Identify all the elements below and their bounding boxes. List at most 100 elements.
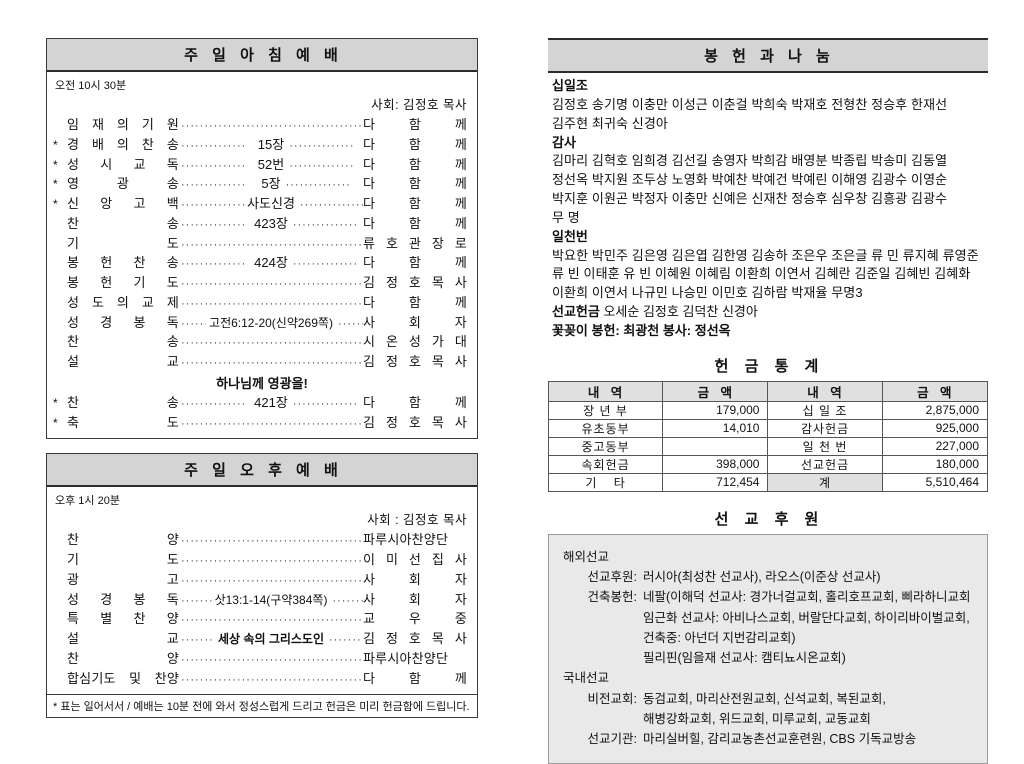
order-performer-token: 께 <box>454 255 467 271</box>
mission-entry: 선교후원: 러시아(최성찬 선교사), 라오스(이준상 선교사) <box>563 567 977 587</box>
order-performer-token: 다 <box>363 196 376 211</box>
order-row: 임 재 의 기 원 ···································… <box>53 115 471 135</box>
stats-value-left: 398,000 <box>662 454 769 474</box>
order-performer-token: 호 <box>408 414 422 430</box>
order-detail: 사도신경 <box>247 196 295 211</box>
order-performer-token: 다 <box>363 670 376 686</box>
offering-title: 봉 헌 과 나 눔 <box>548 38 988 73</box>
mission-entry-continuation: 해병강화교회, 위드교회, 미루교회, 교동교회 <box>643 711 871 726</box>
leader-dots: ········································… <box>181 653 363 666</box>
order-row: 합심기도 및 찬양 ·································… <box>53 669 471 689</box>
leader-dots: ·············· <box>292 218 359 231</box>
order-performer-token: 목 <box>431 354 445 369</box>
order-performer-token: 자 <box>454 591 467 607</box>
order-performer-token: 께 <box>454 156 467 172</box>
offering-names-line: 정선옥 박지원 조두상 노영화 박예찬 박예건 박예린 이해영 김광수 이영순 <box>552 172 948 188</box>
mission-offering-label: 선교헌금 <box>552 304 600 320</box>
mission-entry-key: 비전교회: <box>587 691 637 706</box>
leader-dots: ·············· <box>285 179 351 192</box>
order-performer-token: 장 <box>431 235 445 251</box>
order-performer-token: 자 <box>454 571 467 587</box>
order-performer-token: 다 <box>363 136 376 152</box>
order-performer-token: 이 <box>363 552 376 567</box>
morning-order-list: 임 재 의 기 원 ···································… <box>53 115 471 372</box>
standing-marker: * <box>53 157 58 172</box>
order-performer-token: 김 <box>363 631 376 646</box>
order-row: * 경 배 의 찬 송 ·············· 15장 ·············· 다 함 께 <box>53 135 471 155</box>
mission-entry-key: 건축봉헌: <box>587 590 637 605</box>
offering-section: 봉 헌 과 나 눔 십일조 김정호 송기명 이충만 이성근 이춘걸 박희숙 박재호… <box>548 38 988 343</box>
order-row: 찬 양 ······································… <box>53 649 471 669</box>
order-item-token: 별 <box>100 611 113 627</box>
mission-entry: 비전교회: 동검교회, 마리산전원교회, 신석교회, 복된교회, <box>563 689 977 709</box>
order-item-token: 양 <box>166 650 179 666</box>
order-item-token: 영 <box>67 176 80 192</box>
order-item-token: 설 <box>67 631 80 646</box>
order-item-token: 및 <box>129 670 142 686</box>
order-row: 봉 헌 기 도 ····································… <box>53 273 471 293</box>
order-item-token: 재 <box>91 117 105 132</box>
stats-value-right: 5,510,464 <box>881 472 989 492</box>
order-performer-token: 온 <box>385 334 399 350</box>
left-column: 주 일 아 침 예 배 오전 10시 30분 사회: 김정호 목사 임 재 의 기 원 ·… <box>46 38 478 719</box>
order-row: * 찬 송 ·············· 421장 ·············· 다 함 께 <box>53 393 471 413</box>
leader-dots: ········································… <box>181 337 363 350</box>
order-performer-token: 사 <box>454 552 467 567</box>
stats-value-right: 180,000 <box>881 454 989 474</box>
order-item-token: 경 <box>100 591 113 607</box>
order-detail: 423장 <box>254 215 288 231</box>
mission-entry: 선교기관: 마리실버힐, 감리교농촌선교훈련원, CBS 기독교방송 <box>563 729 977 749</box>
order-item-token: 봉 <box>133 314 146 330</box>
standing-marker: * <box>53 415 58 430</box>
order-performer-token: 가 <box>431 334 445 350</box>
mission-entry-continuation: 필리핀(임을재 선교사: 캠티뇨시온교회) <box>643 651 846 666</box>
order-performer-token: 호 <box>385 235 399 251</box>
order-item-token: 의 <box>116 294 130 310</box>
leader-dots: ·············· <box>181 317 206 330</box>
order-item-token: 찬 <box>133 611 146 627</box>
order-performer-token: 함 <box>408 176 422 192</box>
order-performer-token: 사 <box>454 414 467 430</box>
table-body: 장 년 부 179,000 십 일 조 2,875,000 유초동부 14,010 감사헌금… <box>547 400 989 492</box>
table-column-header: 금 액 <box>881 380 989 402</box>
order-row: 찬 송 ······································… <box>53 332 471 352</box>
stats-value-right: 925,000 <box>881 418 989 438</box>
order-item-token: 찬양 <box>154 670 179 686</box>
order-performer-token: 목 <box>431 631 445 646</box>
overseas-mission-label: 해외선교 <box>563 549 610 564</box>
order-performer-token: 사 <box>454 275 467 290</box>
mission-entry-value: 마리실버힐, 감리교농촌선교훈련원, CBS 기독교방송 <box>643 732 917 747</box>
order-item-token: 합심기도 <box>67 670 116 686</box>
leader-dots: ·············· <box>181 179 247 192</box>
order-performer-token: 다 <box>363 394 376 410</box>
morning-worship-title: 주 일 아 침 예 배 <box>47 39 477 72</box>
order-detail: 52번 <box>257 156 285 172</box>
leader-dots: ·············· <box>181 199 245 211</box>
order-item-token: 교 <box>166 354 179 369</box>
order-item-token: 시 <box>100 156 113 172</box>
order-item-token: 봉 <box>67 255 80 271</box>
stats-label-left: 유초동부 <box>547 418 664 438</box>
offering-names-line: 박요한 박민주 김은영 김은엽 김한영 김송하 조은우 조은글 류 민 류지혜 … <box>552 247 979 263</box>
mission-entry-key: 선교기관: <box>587 732 637 747</box>
leader-dots: ·············· <box>181 218 247 231</box>
morning-leader: 사회: 김정호 목사 <box>371 98 467 112</box>
order-row: 광 고 ······································… <box>53 570 471 590</box>
leader-dots: ·············· <box>181 258 247 271</box>
order-performer-token: 회 <box>408 571 422 587</box>
order-item-token: 성 <box>67 591 80 607</box>
order-item-token: 성 <box>67 314 80 330</box>
order-item-token: 고 <box>133 196 146 211</box>
table-row: 속회헌금 398,000 선교헌금 180,000 <box>547 454 989 474</box>
order-performer-token: 함 <box>408 156 422 172</box>
